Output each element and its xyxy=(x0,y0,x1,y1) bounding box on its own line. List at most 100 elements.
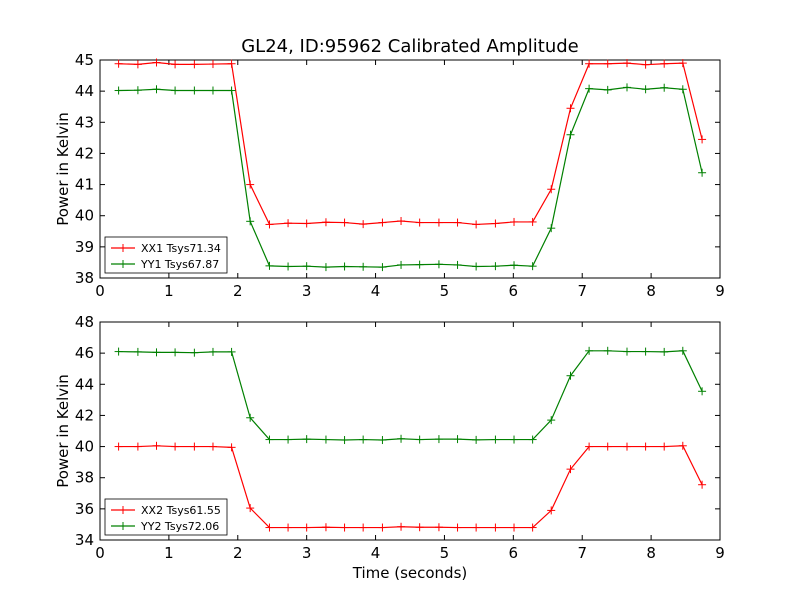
bottom-series-2-point xyxy=(698,387,707,396)
top-series-1-point xyxy=(397,217,406,226)
top-series-1-point xyxy=(472,220,481,229)
top-series-1-point xyxy=(302,219,311,228)
top-series-1-point xyxy=(434,218,443,227)
top-y-tick-label: 42 xyxy=(75,144,94,162)
bottom-series-2-point xyxy=(378,436,387,445)
top-y-tick-label: 41 xyxy=(75,176,94,194)
top-x-tick-label: 0 xyxy=(95,282,105,300)
bottom-series-1-point xyxy=(585,442,594,451)
bottom-series-1-point xyxy=(152,441,161,450)
top-x-tick-label: 3 xyxy=(302,282,312,300)
bottom-series-1-point xyxy=(434,523,443,532)
bottom-series-2-point xyxy=(227,347,236,356)
top-series-1-point xyxy=(415,218,424,227)
top-series-2-point xyxy=(246,217,255,226)
top-x-tick-label: 1 xyxy=(164,282,174,300)
bottom-series-2-point xyxy=(265,435,274,444)
top-y-tick-label: 43 xyxy=(75,113,94,131)
bottom-series-2-point xyxy=(359,435,368,444)
top-series-2-point xyxy=(152,85,161,94)
top-series-2-point xyxy=(378,263,387,272)
top-series-2-point xyxy=(472,262,481,271)
top-series-2-point xyxy=(227,86,236,95)
top-x-tick-label: 6 xyxy=(509,282,519,300)
top-series-2-point xyxy=(340,262,349,271)
top-series-1-point xyxy=(603,59,612,68)
bottom-series-2-point xyxy=(547,416,556,425)
top-series-2-point xyxy=(190,86,199,95)
bottom-x-tick-label: 8 xyxy=(646,544,656,562)
top-series-2-point xyxy=(397,260,406,269)
bottom-series-2-point xyxy=(397,434,406,443)
top-series-2-point xyxy=(208,86,217,95)
bottom-x-tick-label: 1 xyxy=(164,544,174,562)
top-x-tick-label: 9 xyxy=(715,282,725,300)
bottom-series-2-point xyxy=(453,435,462,444)
bottom-y-axis-label: Power in Kelvin xyxy=(54,374,72,488)
top-series-1-point xyxy=(566,104,575,113)
top-x-tick-label: 4 xyxy=(371,282,381,300)
bottom-series-1-point xyxy=(340,523,349,532)
top-series-2-point xyxy=(623,83,631,92)
bottom-series-1-point xyxy=(491,523,500,532)
top-series-1-point xyxy=(114,59,123,68)
bottom-series-2-point xyxy=(114,347,123,356)
bottom-series-1-point xyxy=(472,523,481,532)
top-series-1-point xyxy=(321,218,330,227)
bottom-series-1-point xyxy=(246,504,255,513)
bottom-series-2-point xyxy=(171,348,180,357)
top-series-2-point xyxy=(359,262,368,271)
top-series-1-point xyxy=(190,60,199,69)
top-series-2-point xyxy=(510,261,519,270)
bottom-plot-area xyxy=(99,321,721,541)
bottom-x-tick-label: 3 xyxy=(302,544,312,562)
top-legend-label: YY1 Tsys67.87 xyxy=(140,258,219,271)
bottom-series-1-point xyxy=(171,442,180,451)
top-series-2-point xyxy=(415,260,424,269)
bottom-y-tick-label: 48 xyxy=(75,313,94,331)
bottom-legend-label: XX2 Tsys61.55 xyxy=(141,504,221,517)
bottom-series-2-point xyxy=(566,371,575,380)
bottom-y-tick-label: 44 xyxy=(75,375,94,393)
bottom-series-1-point xyxy=(698,480,707,489)
bottom-series-1-point xyxy=(265,523,274,532)
bottom-series-2-point xyxy=(133,347,142,356)
bottom-y-tick-label: 46 xyxy=(75,344,94,362)
top-series-1-point xyxy=(510,217,519,226)
bottom-series-2-point xyxy=(246,413,255,422)
bottom-series-2-point xyxy=(603,346,612,355)
bottom-x-axis-label: Time (seconds) xyxy=(352,564,468,582)
bottom-series-2-point xyxy=(434,435,443,444)
top-series-2-point xyxy=(171,86,180,95)
top-series-1-point xyxy=(227,59,236,68)
top-x-tick-label: 2 xyxy=(233,282,243,300)
top-series-2-point xyxy=(678,85,687,94)
top-series-2-point xyxy=(547,224,556,233)
bottom-series-1-point xyxy=(566,465,575,474)
top-x-tick-label: 8 xyxy=(646,282,656,300)
top-series-2-point xyxy=(284,262,293,271)
bottom-series-1-point xyxy=(641,442,650,451)
bottom-series-1-point xyxy=(378,523,387,532)
bottom-x-tick-label: 6 xyxy=(509,544,519,562)
bottom-series-1-point xyxy=(114,442,123,451)
top-series-1-point xyxy=(208,60,217,69)
bottom-series-1-point xyxy=(284,523,293,532)
top-chart-panel: GL24, ID:95962 Calibrated Amplitude Powe… xyxy=(54,36,725,300)
top-series-1-point xyxy=(133,60,142,69)
top-series-1-point xyxy=(359,220,368,229)
top-series-1-point xyxy=(585,59,594,68)
bottom-series-1-point xyxy=(603,442,612,451)
top-x-tick-label: 7 xyxy=(577,282,587,300)
top-series-1-point xyxy=(265,220,274,229)
bottom-x-tick-label: 2 xyxy=(233,544,243,562)
bottom-y-tick-label: 40 xyxy=(75,438,94,456)
bottom-series-1-point xyxy=(623,442,631,451)
bottom-series-2-point xyxy=(491,435,500,444)
bottom-x-tick-label: 7 xyxy=(577,544,587,562)
top-series-1-point xyxy=(453,218,462,227)
bottom-series-2-point xyxy=(321,435,330,444)
top-series-1-point xyxy=(491,219,500,228)
